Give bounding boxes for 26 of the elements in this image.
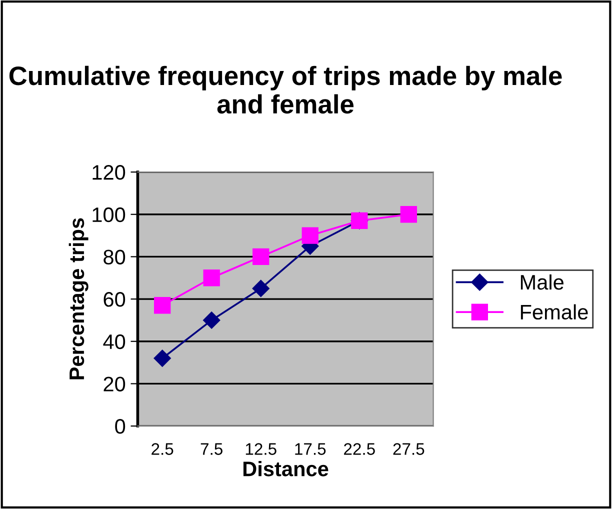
point [252, 280, 270, 298]
x-tick-label: 7.5 [200, 443, 222, 455]
point [203, 270, 220, 286]
y-tick-label: 40 [103, 334, 126, 350]
point [154, 350, 171, 367]
y-tick-label: 120 [92, 165, 126, 180]
y-tick-label: 80 [104, 250, 126, 264]
legend-label: Male [520, 274, 564, 290]
x-tick-label: 2.5 [152, 443, 174, 455]
legend-label: Female [520, 304, 588, 320]
y-tick-label: 0 [115, 419, 126, 434]
x-axis-title: Distance [243, 461, 328, 476]
point [203, 312, 220, 329]
chart-title: Cumulative frequency of trips made by male and female [9, 66, 562, 114]
x-tick-label: 12.5 [246, 443, 276, 455]
x-tick-label: 22.5 [344, 443, 375, 455]
x-tick-label: 27.5 [393, 443, 424, 455]
y-tick-label: 20 [104, 376, 126, 392]
point [302, 227, 318, 244]
y-tick-label: 60 [104, 292, 126, 307]
point [400, 206, 417, 223]
y-tick-label: 100 [92, 207, 126, 222]
point [154, 297, 171, 314]
point [252, 248, 270, 266]
x-tick-label: 17.5 [295, 443, 326, 455]
y-axis-title: Percentage trips [68, 218, 88, 380]
